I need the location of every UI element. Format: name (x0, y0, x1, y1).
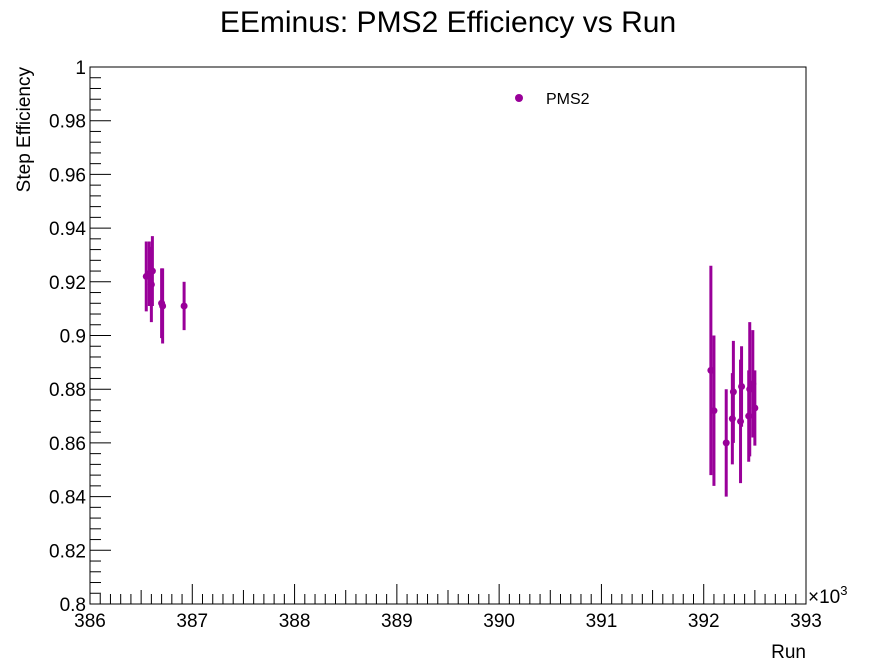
legend-marker (515, 94, 523, 102)
data-points (142, 236, 759, 497)
y-tick-label: 0.8 (60, 595, 86, 616)
x-multiplier-base: ×10 (808, 587, 840, 608)
y-tick-label: 0.9 (60, 327, 86, 348)
data-point (710, 407, 718, 415)
y-tick-label: 0.92 (49, 273, 86, 294)
data-point (180, 302, 188, 310)
x-tick-label: 386 (74, 611, 106, 632)
data-point (148, 267, 156, 275)
y-axis-label: Step Efficiency (14, 67, 35, 193)
y-tick-label: 0.84 (49, 488, 86, 509)
x-tick-label: 388 (279, 611, 311, 632)
y-tick-labels: 0.8 0.82 0.84 0.86 0.88 0.9 0.92 0.94 0.96 0.98 1 (49, 58, 86, 616)
x-tick-label: 392 (688, 611, 720, 632)
x-multiplier-label: ×103 (808, 583, 847, 608)
x-tick-label: 390 (483, 611, 515, 632)
x-tick-label: 391 (586, 611, 618, 632)
data-point (722, 439, 730, 447)
x-axis-label: Run (771, 642, 806, 663)
x-tick-label: 387 (176, 611, 208, 632)
y-tick-label: 0.96 (49, 165, 86, 186)
legend-label: PMS2 (546, 91, 590, 108)
y-tick-label: 0.94 (49, 219, 86, 240)
x-multiplier-exponent: 3 (840, 583, 847, 598)
data-point (729, 388, 737, 396)
y-tick-label: 0.82 (49, 541, 86, 562)
legend: PMS2 (515, 91, 590, 108)
y-tick-label: 1 (75, 58, 86, 79)
data-point (159, 302, 167, 310)
y-tick-label: 0.86 (49, 434, 86, 455)
y-tick-label: 0.88 (49, 380, 86, 401)
data-point (751, 404, 759, 412)
y-tick-label: 0.98 (49, 112, 86, 133)
data-point (738, 383, 746, 391)
x-tick-label: 393 (790, 611, 822, 632)
x-tick-labels: 386 387 388 389 390 391 392 393 (74, 611, 822, 632)
chart-title: EEminus: PMS2 Efficiency vs Run (220, 6, 676, 39)
axis-ticks (89, 66, 807, 605)
x-tick-label: 389 (381, 611, 413, 632)
